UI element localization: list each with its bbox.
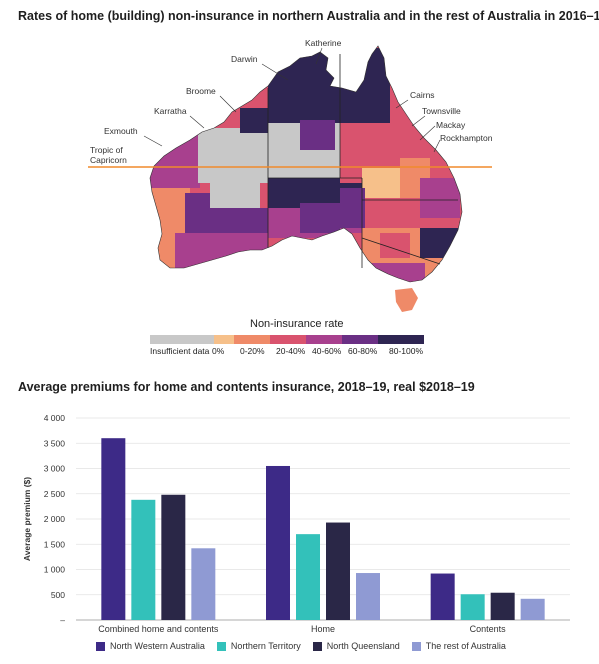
y-tick-label: 1 500 <box>44 539 66 549</box>
legend-label: Northern Territory <box>230 641 301 651</box>
legend-swatch-5 <box>342 335 378 344</box>
premiums-bar-chart: – 500 1 000 1 500 2 000 2 500 3 000 3 500 4 000 A… <box>22 413 570 634</box>
tropic-label: Tropic of <box>90 145 123 155</box>
y-tick-label: 500 <box>51 590 65 600</box>
rockhampton-label: Rockhampton <box>440 133 493 143</box>
category-label: Combined home and contents <box>98 624 219 634</box>
map-legend-color-bar <box>150 335 424 344</box>
legend-label-1: 0% <box>212 346 225 356</box>
legend-label-3: 20-40% <box>276 346 306 356</box>
y-axis-label: Average premium ($) <box>22 477 32 561</box>
legend-label: The rest of Australia <box>425 641 506 651</box>
legend-swatch-2 <box>234 335 270 344</box>
y-tick-label: 3 500 <box>44 438 66 448</box>
legend-label-5: 60-80% <box>348 346 378 356</box>
legend-label-6: 80-100% <box>389 346 424 356</box>
exmouth-label: Exmouth <box>104 126 138 136</box>
legend-label: North Queensland <box>326 641 400 651</box>
y-tick-label: 2 000 <box>44 514 66 524</box>
bar-1-0 <box>266 465 290 620</box>
legend-swatch-1 <box>214 335 234 344</box>
bar-1-1 <box>296 534 320 620</box>
y-tick-label: 2 500 <box>44 489 66 499</box>
mackay-label: Mackay <box>436 120 466 130</box>
broome-label: Broome <box>186 86 216 96</box>
map-legend-title: Non-insurance rate <box>250 318 344 330</box>
legend-item-3: The rest of Australia <box>411 641 506 651</box>
bar-2-2 <box>490 592 515 620</box>
bar-2-0 <box>430 573 455 620</box>
legend-item-0: North Western Australia <box>96 641 205 651</box>
bar-0-2 <box>161 494 186 620</box>
legend-label-2: 0-20% <box>240 346 265 356</box>
australia-choropleth-map: Katherine Darwin Broome Karratha Exmouth… <box>88 38 493 312</box>
bar-2-1 <box>460 594 485 620</box>
legend-swatch <box>312 641 322 651</box>
bar-1-2 <box>326 522 350 620</box>
chart-title: Average premiums for home and contents i… <box>18 380 475 394</box>
y-tick-label: 3 000 <box>44 464 66 474</box>
legend-label: North Western Australia <box>110 641 205 651</box>
katherine-label: Katherine <box>305 38 342 48</box>
legend-swatch <box>96 641 105 651</box>
y-tick-label: 4 000 <box>44 413 66 423</box>
capricorn-label: Capricorn <box>90 155 127 165</box>
bar-1-3 <box>356 573 380 620</box>
legend-item-1: Northern Territory <box>216 641 301 651</box>
bar-0-1 <box>131 499 156 620</box>
map-title: Rates of home (building) non-insurance i… <box>18 9 599 23</box>
darwin-label: Darwin <box>231 54 258 64</box>
category-label: Contents <box>470 624 507 634</box>
karratha-label: Karratha <box>154 106 187 116</box>
legend-swatch-6 <box>378 335 424 344</box>
legend-swatch <box>216 641 226 651</box>
category-label: Home <box>311 624 335 634</box>
bar-2-3 <box>520 598 545 620</box>
legend-label-0: Insufficient data <box>150 346 210 356</box>
chart-legend: North Western Australia Northern Territor… <box>96 641 506 651</box>
bar-0-0 <box>101 438 126 620</box>
townsville-label: Townsville <box>422 106 461 116</box>
legend-swatch <box>411 641 421 651</box>
y-tick-label: – <box>60 615 65 625</box>
legend-label-4: 40-60% <box>312 346 342 356</box>
legend-swatch-3 <box>270 335 306 344</box>
legend-swatch-0 <box>150 335 214 344</box>
legend-swatch-4 <box>306 335 342 344</box>
bar-0-3 <box>191 548 216 620</box>
y-tick-label: 1 000 <box>44 565 66 575</box>
legend-item-2: North Queensland <box>312 641 400 651</box>
cairns-label: Cairns <box>410 90 435 100</box>
